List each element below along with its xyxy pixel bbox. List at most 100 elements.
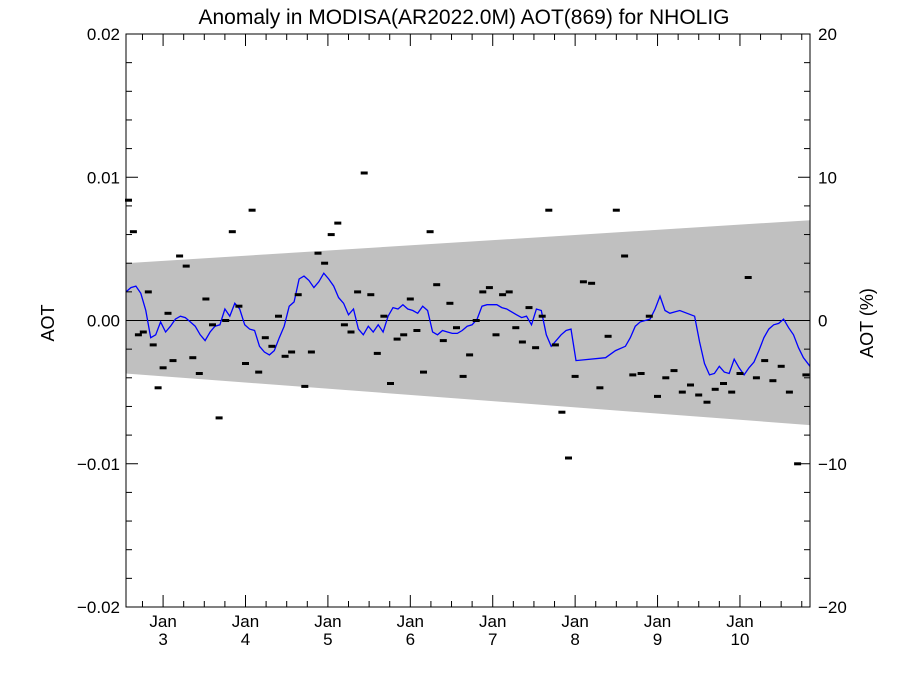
mean-anomaly-line (125, 272, 811, 377)
data-point (169, 359, 177, 363)
data-point (215, 416, 223, 420)
data-point (347, 330, 355, 334)
data-point (777, 364, 785, 368)
x-tick-month: Jan (479, 612, 506, 631)
y-tick-label: 0.02 (87, 25, 120, 44)
data-point (466, 353, 474, 357)
data-point (703, 400, 711, 404)
data-point (235, 304, 243, 308)
data-point (769, 379, 777, 383)
data-point (512, 326, 520, 330)
y-tick-label-right: 20 (818, 25, 837, 44)
x-tick-day: 6 (406, 630, 415, 649)
data-point (678, 390, 686, 394)
data-point (532, 346, 540, 350)
y-axis-title-right: AOT (%) (857, 288, 877, 358)
left-axis: 0.02 0.01 0.00 −0.01 −0.02 (77, 25, 138, 617)
data-point (453, 326, 460, 330)
data-point (744, 276, 752, 279)
data-point (433, 283, 441, 287)
data-point (314, 251, 322, 255)
data-point (294, 293, 302, 297)
data-point (301, 384, 309, 388)
data-point (446, 301, 454, 305)
data-point (525, 306, 533, 310)
chart-title: Anomaly in MODISA(AR2022.0M) AOT(869) fo… (199, 6, 730, 29)
data-point (720, 382, 727, 385)
data-point (420, 370, 427, 374)
data-point (439, 339, 447, 343)
data-point (612, 208, 620, 212)
x-tick-day: 5 (323, 630, 332, 649)
data-point (571, 374, 579, 378)
data-point (579, 280, 587, 284)
y-axis-title-left: AOT (38, 304, 58, 341)
y-tick-label: −0.02 (77, 598, 120, 617)
y-tick-label: 0.01 (87, 168, 120, 187)
data-point (334, 221, 342, 225)
data-point (354, 290, 362, 294)
x-tick-month: Jan (561, 612, 588, 631)
plot-area (125, 171, 811, 466)
data-point (380, 314, 388, 318)
data-point (242, 362, 249, 365)
data-point (596, 386, 604, 390)
data-point (288, 350, 296, 354)
data-point (360, 171, 368, 175)
data-point (255, 370, 263, 374)
data-point (144, 290, 152, 294)
data-point (479, 290, 487, 294)
data-point (711, 387, 719, 391)
data-point (182, 264, 190, 268)
x-tick-day: 7 (488, 630, 497, 649)
data-point (687, 383, 694, 387)
data-point (387, 382, 394, 385)
data-point (459, 374, 467, 378)
data-point (485, 286, 493, 290)
data-point (125, 198, 132, 202)
data-point (209, 323, 216, 327)
data-point (340, 323, 348, 327)
data-point (794, 462, 802, 466)
x-tick-day: 10 (730, 630, 749, 649)
x-tick-month: Jan (726, 612, 753, 631)
data-point (327, 233, 335, 237)
data-point (604, 334, 612, 338)
data-point (139, 330, 147, 334)
y-tick-label: −0.01 (77, 455, 120, 474)
data-point (472, 319, 480, 322)
x-tick-day: 3 (158, 630, 167, 649)
data-point (565, 456, 572, 460)
x-tick-day: 4 (241, 630, 250, 649)
data-point (189, 356, 197, 360)
x-tick-month: Jan (149, 612, 176, 631)
data-point (588, 281, 596, 285)
data-point (307, 350, 315, 354)
data-point (545, 208, 553, 212)
data-point (629, 373, 637, 377)
data-point (268, 344, 276, 348)
data-point (551, 343, 559, 347)
x-tick-day: 9 (653, 630, 662, 649)
data-point (695, 393, 703, 397)
y-tick-label-right: 0 (818, 312, 827, 331)
data-point (321, 261, 329, 265)
data-point (505, 290, 513, 294)
data-point (281, 354, 289, 358)
data-point (752, 376, 760, 380)
data-point (373, 351, 381, 355)
data-point (261, 336, 269, 340)
data-point (176, 254, 184, 258)
y-tick-label-right: −10 (818, 455, 847, 474)
data-point (518, 340, 526, 344)
data-point (654, 394, 661, 398)
data-point (164, 311, 172, 315)
data-point (154, 386, 162, 390)
data-point (400, 333, 408, 337)
x-tick-month: Jan (644, 612, 671, 631)
data-point (275, 314, 282, 318)
data-point (134, 333, 142, 337)
x-tick-month: Jan (397, 612, 424, 631)
data-point (222, 319, 230, 322)
